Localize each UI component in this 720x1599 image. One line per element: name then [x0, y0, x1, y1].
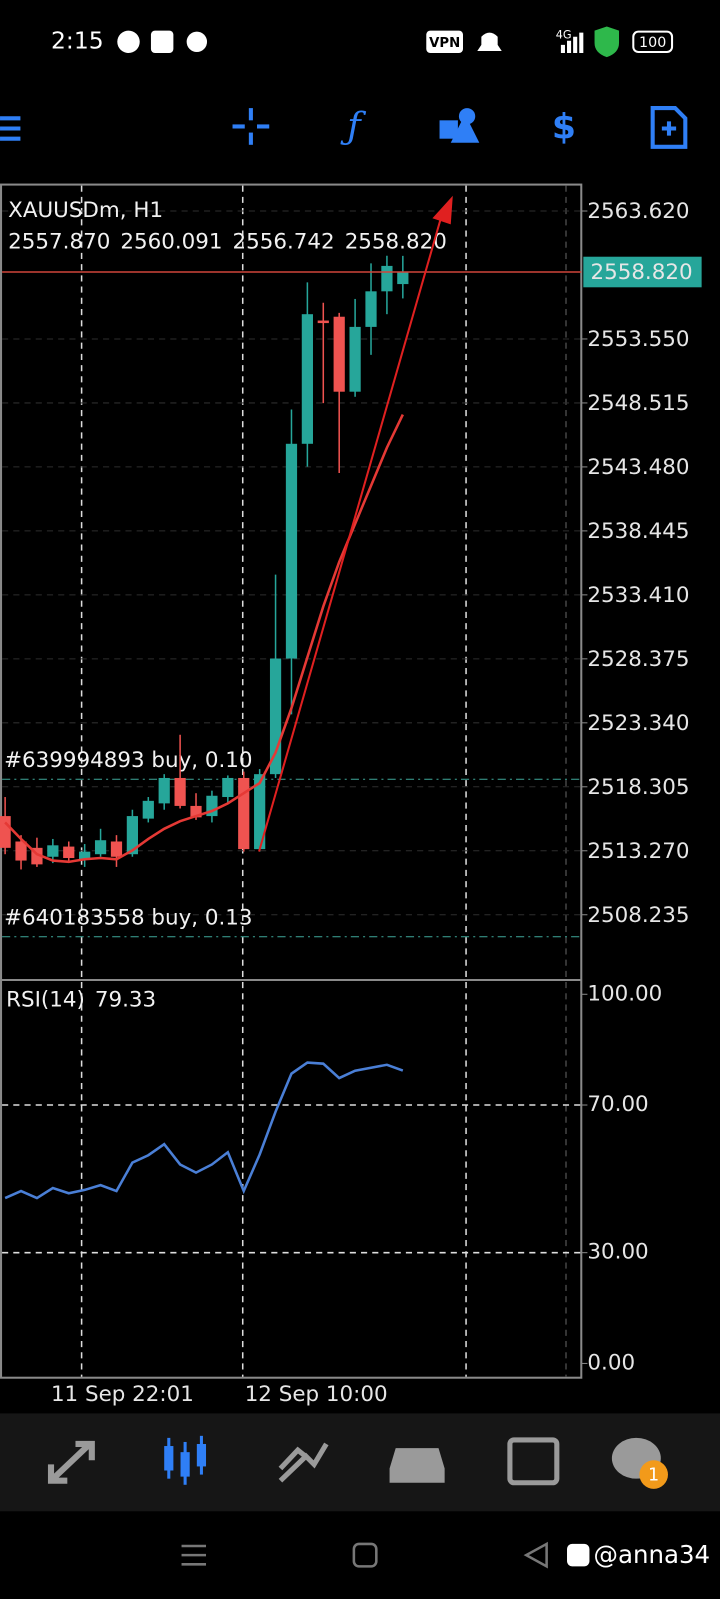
- vpn-text: VPN: [429, 36, 460, 51]
- candle-body: [15, 841, 27, 861]
- candle-body: [158, 777, 170, 804]
- candle-body: [47, 845, 59, 857]
- y-tick-label: 2538.445: [587, 519, 689, 544]
- candle-body: [222, 777, 234, 798]
- trade-tab[interactable]: [278, 1442, 329, 1483]
- rsi-tick-label: 30.00: [587, 1240, 648, 1265]
- current-price-box: [583, 256, 702, 288]
- candle-body: [254, 774, 266, 850]
- candle-body: [365, 291, 377, 327]
- y-tick-label: 2528.375: [587, 647, 689, 672]
- y-tick-label: 2563.620: [587, 199, 689, 224]
- candle-body: [301, 314, 313, 444]
- rsi-tick-label: 70.00: [587, 1092, 648, 1117]
- candle-body: [94, 840, 107, 855]
- y-tick-label: 2508.235: [587, 903, 689, 928]
- rsi-current: 79.33: [95, 987, 156, 1012]
- signal-icon: [560, 32, 584, 54]
- x-label: 11 Sep 22:01: [51, 1382, 194, 1407]
- candle-body: [349, 326, 361, 392]
- y-tick-label: 2518.305: [587, 775, 689, 800]
- trend-line: [258, 218, 442, 852]
- status-icon: [150, 30, 174, 54]
- y-tick-label: 2523.340: [587, 711, 689, 736]
- candle-body: [397, 272, 409, 285]
- y-tick-label: 2543.480: [587, 455, 689, 480]
- rsi-label: RSI(14): [6, 987, 85, 1012]
- badge-text: 1: [648, 1466, 659, 1486]
- back-button[interactable]: [523, 1541, 548, 1569]
- candle-body: [285, 443, 298, 659]
- trade-button[interactable]: $: [552, 107, 576, 147]
- menu-button[interactable]: [0, 116, 21, 141]
- chart-tab[interactable]: [164, 1435, 207, 1485]
- candle-body: [381, 265, 393, 292]
- vpn-badge: [426, 30, 463, 54]
- rsi-tick-label: 100.00: [587, 981, 662, 1006]
- mute-icon: [477, 32, 502, 51]
- fb-icon: [567, 1543, 590, 1567]
- rsi-line: [4, 1061, 404, 1200]
- trend-arrow: [432, 195, 453, 225]
- home-button[interactable]: [352, 1542, 378, 1568]
- chart-layer: 2563.620 2553.550 2548.515 2543.480 2538.445…: [0, 199, 702, 1375]
- candle-body: [126, 816, 138, 855]
- candle-body: [142, 800, 154, 819]
- quotes-tab[interactable]: [47, 1440, 95, 1484]
- symbol-title: XAUUSDm, H1: [8, 198, 163, 223]
- ohlc-high: 2560.091: [120, 230, 222, 255]
- candle-body: [333, 316, 345, 392]
- candle-body: [79, 851, 91, 860]
- order-label: #640183558 buy, 0.13: [4, 905, 252, 930]
- objects-button[interactable]: [439, 108, 480, 143]
- candle-body: [317, 320, 329, 324]
- y-tick-label: 2553.550: [587, 327, 689, 352]
- candle-body: [110, 841, 123, 857]
- bottom-nav: [0, 1413, 720, 1512]
- status-icon: [117, 30, 140, 54]
- ohlc-open: 2557.870: [8, 230, 110, 255]
- candle-body: [0, 816, 11, 848]
- status-icon: [186, 31, 208, 53]
- candle-body: [206, 795, 218, 817]
- chart-frame: [0, 183, 583, 1379]
- y-tick-label: 2533.410: [587, 583, 689, 608]
- recent-button[interactable]: [181, 1544, 207, 1566]
- history-tab[interactable]: [389, 1448, 445, 1483]
- crosshair-button[interactable]: [232, 108, 270, 145]
- y-tick-label: 2548.515: [587, 391, 689, 416]
- y-tick-label: 2513.270: [587, 839, 689, 864]
- news-tab[interactable]: [507, 1437, 560, 1486]
- candle-body: [174, 777, 186, 806]
- candle-body: [269, 658, 282, 775]
- candle-body: [190, 805, 202, 818]
- current-price-label: 2558.820: [590, 260, 692, 285]
- status-time: 2:15: [51, 26, 104, 54]
- battery-text: 100: [639, 35, 666, 51]
- new-order-button[interactable]: [650, 106, 688, 149]
- candle-body: [63, 846, 75, 859]
- order-label: #639994893 buy, 0.10: [4, 748, 252, 773]
- ohlc-low: 2556.742: [233, 230, 335, 255]
- shield-icon: [594, 26, 620, 58]
- network-text: 4G: [556, 29, 572, 42]
- candle-body: [238, 777, 250, 850]
- battery: [632, 30, 674, 54]
- x-label: 12 Sep 10:00: [245, 1382, 388, 1407]
- badge: [639, 1460, 668, 1489]
- rsi-tick-label: 0.00: [587, 1350, 635, 1375]
- watermark: @anna34: [594, 1540, 711, 1569]
- candle-body: [31, 847, 43, 865]
- moving-average: [4, 414, 404, 864]
- ohlc-close: 2558.820: [345, 230, 447, 255]
